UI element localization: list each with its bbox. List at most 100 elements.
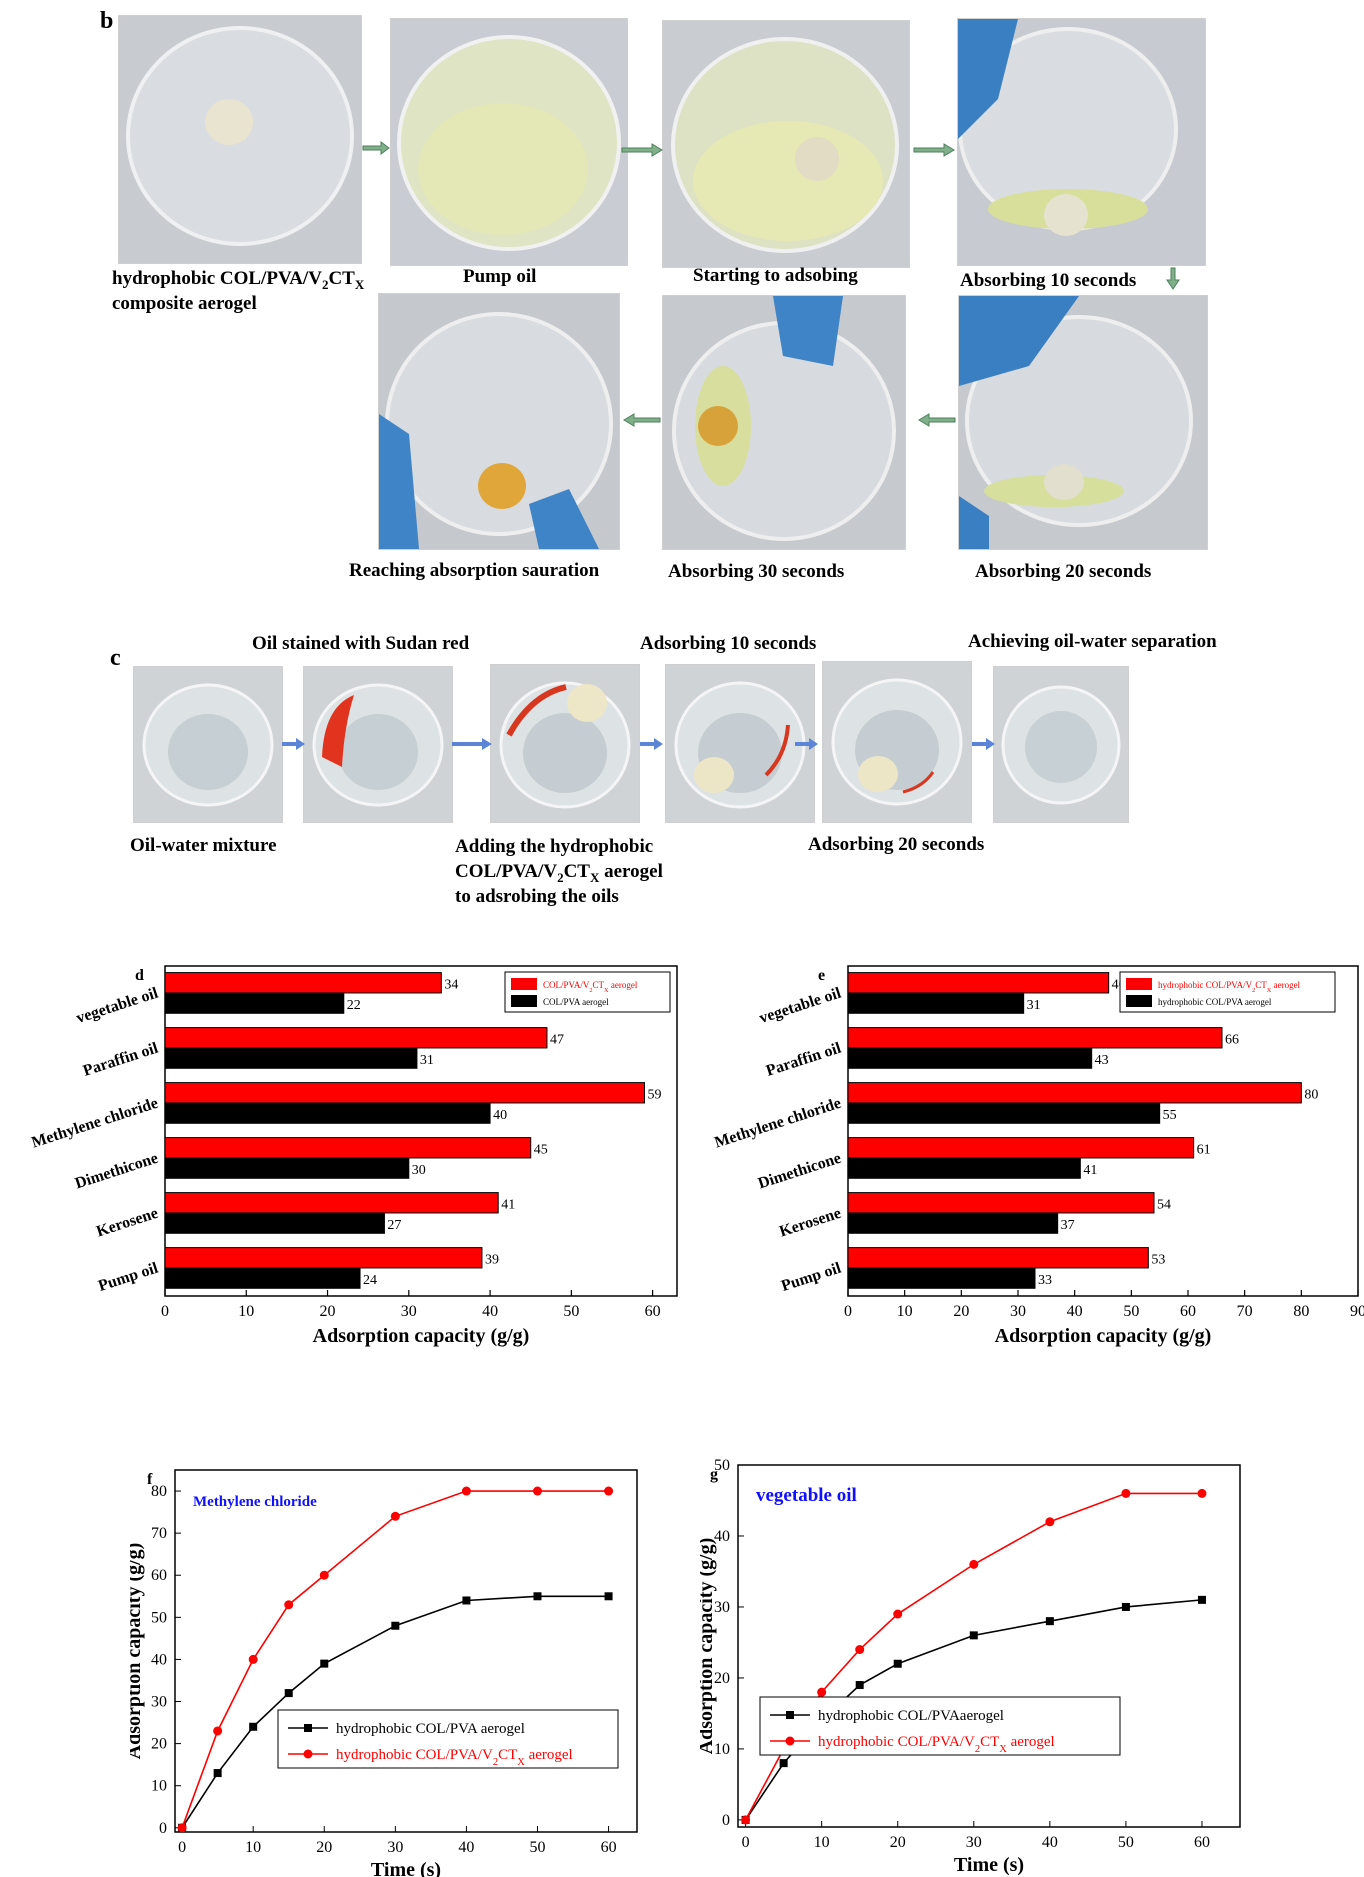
caption-adsorbing-10s: Adsorbing 10 seconds [640, 633, 817, 654]
data-point [1045, 1517, 1055, 1527]
data-point [1197, 1595, 1206, 1604]
bar-d-0-4 [164, 1192, 499, 1214]
photo-absorbing-30s [662, 295, 906, 550]
x-tick-label: 20 [890, 1834, 906, 1851]
x-tick-label: 20 [316, 1839, 332, 1856]
bar-e-0-2 [847, 1082, 1302, 1104]
x-axis-label: Time (s) [954, 1854, 1024, 1876]
bar-e-0-3 [847, 1137, 1195, 1159]
y-tick-label: 40 [151, 1651, 167, 1668]
caption-saturation: Reaching absorption sauration [349, 560, 600, 581]
bar-d-1-2 [164, 1102, 491, 1124]
y-tick-label: 70 [151, 1525, 167, 1542]
bar-d-1-0 [164, 992, 345, 1014]
panel-b-arrows [362, 141, 1180, 427]
caption-aerogel-line2: composite aerogel [112, 293, 257, 314]
caption-absorbing-10s: Absorbing 10 seconds [960, 270, 1137, 291]
y-tick-label: 10 [151, 1778, 167, 1795]
x-tick-label: 30 [966, 1834, 982, 1851]
x-tick-label: 0 [161, 1303, 169, 1320]
y-tick-label: 20 [151, 1736, 167, 1753]
data-point [855, 1681, 864, 1690]
bar-d-0-5 [164, 1247, 483, 1269]
y-tick-label: 0 [159, 1820, 167, 1837]
data-point [533, 1592, 542, 1601]
bar-value-label: 41 [1083, 1163, 1097, 1178]
caption-starting-adsorbing: Starting to adsobing [693, 265, 858, 286]
data-point [969, 1559, 979, 1569]
panel-letter: g [710, 1466, 718, 1483]
y-axis-label: Adsorption capacity (g/g) [700, 1538, 717, 1755]
bar-e-1-2 [847, 1102, 1161, 1124]
bar-value-label: 34 [444, 977, 458, 992]
y-tick-label: 50 [151, 1609, 167, 1626]
photo-absorbing-20s [958, 295, 1208, 550]
x-tick-label: 60 [601, 1839, 617, 1856]
x-tick-label: 60 [645, 1303, 661, 1320]
legend-label: COL/PVA aerogel [543, 997, 609, 1007]
category-label: Kerosene [94, 1205, 160, 1241]
legend-swatch [511, 978, 537, 990]
category-label: Paraffin oil [81, 1039, 161, 1079]
bar-value-label: 54 [1157, 1197, 1171, 1212]
x-tick-label: 30 [401, 1303, 417, 1320]
x-tick-label: 60 [1180, 1303, 1196, 1320]
x-tick-label: 90 [1350, 1303, 1364, 1320]
chart-annotation: Methylene chloride [193, 1494, 317, 1510]
y-axis-label: Adsorption capacity (g/g) [130, 1543, 145, 1760]
data-point [779, 1759, 788, 1768]
series-line-1 [181, 1490, 609, 1829]
data-point [817, 1687, 827, 1697]
caption-aerogel: hydrophobic COL/PVA/V2CTX [112, 268, 365, 292]
legend-label: hydrophobic COL/PVA/V2CTX aerogel [818, 1734, 1055, 1755]
data-point [532, 1486, 542, 1496]
x-axis-label: Adsorption capacity (g/g) [313, 1325, 530, 1347]
x-tick-label: 10 [245, 1839, 261, 1856]
plot-frame [737, 1464, 1241, 1828]
photo-start-adsorbing [662, 20, 910, 268]
bar-value-label: 61 [1197, 1142, 1211, 1157]
y-tick-label: 80 [151, 1483, 167, 1500]
legend-swatch [1126, 995, 1152, 1007]
data-point [1121, 1488, 1131, 1498]
bar-e-1-0 [847, 992, 1025, 1014]
bar-value-label: 37 [1061, 1218, 1075, 1233]
data-point [855, 1645, 865, 1655]
bar-d-0-1 [164, 1027, 548, 1049]
legend-box [277, 1709, 619, 1769]
y-tick-label: 30 [714, 1599, 730, 1616]
data-point [1121, 1602, 1130, 1611]
legend-marker [303, 1749, 313, 1759]
x-tick-label: 60 [1194, 1834, 1210, 1851]
photo-oil-water-mixture [133, 666, 283, 823]
x-tick-label: 30 [387, 1839, 403, 1856]
y-tick-label: 0 [722, 1812, 730, 1829]
photo-pump-oil [390, 18, 628, 266]
bar-value-label: 30 [412, 1163, 426, 1178]
category-label: Dimethicone [756, 1150, 843, 1193]
x-tick-label: 0 [742, 1834, 750, 1851]
data-point [1197, 1488, 1207, 1498]
bar-value-label: 27 [387, 1218, 401, 1233]
category-label: Dimethicone [73, 1150, 160, 1193]
x-tick-label: 10 [897, 1303, 913, 1320]
panel-letter: f [147, 1471, 153, 1488]
chart-annotation: vegetable oil [756, 1485, 857, 1506]
category-label: Pump oil [779, 1259, 844, 1294]
x-axis-label: Adsorption capacity (g/g) [995, 1325, 1212, 1347]
bar-e-0-0 [847, 972, 1110, 994]
x-tick-label: 40 [1042, 1834, 1058, 1851]
photo-absorbing-10s [957, 18, 1206, 266]
panel-b-letter: b [100, 8, 114, 34]
bar-e-1-3 [847, 1157, 1081, 1179]
chart-f: 0 10 20 30 40 50 60 0 10 20 30 40 50 60 70 80 Time (s) Ad… [130, 1469, 638, 1877]
x-tick-label: 30 [1010, 1303, 1026, 1320]
caption-separation: Achieving oil-water separation [968, 631, 1217, 652]
data-point [213, 1726, 223, 1736]
bar-value-label: 22 [347, 998, 361, 1013]
y-tick-label: 50 [714, 1457, 730, 1474]
legend-marker [304, 1724, 312, 1732]
x-tick-label: 50 [1118, 1834, 1134, 1851]
plot-frame [164, 965, 678, 1297]
x-tick-label: 50 [563, 1303, 579, 1320]
